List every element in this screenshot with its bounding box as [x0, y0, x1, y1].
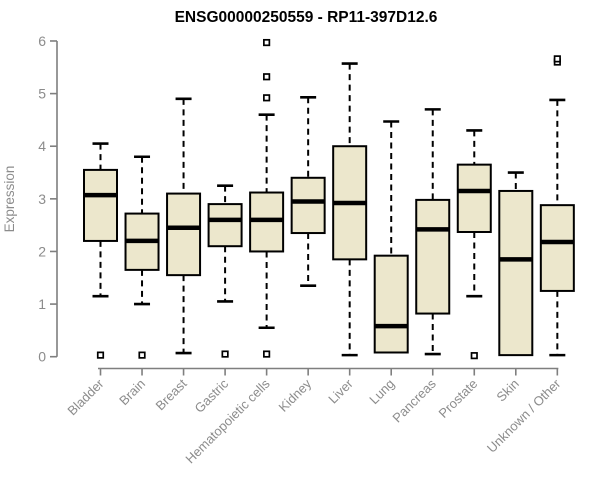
x-category-label-breast: Breast	[153, 376, 190, 413]
box-kidney	[290, 176, 326, 235]
outlier-point-unknown-other	[553, 55, 561, 63]
box-gastric	[207, 203, 243, 248]
outlier-point-prostate	[470, 352, 478, 360]
x-category-label-gastric: Gastric	[191, 376, 231, 416]
chart-title: ENSG00000250559 - RP11-397D12.6	[175, 9, 438, 26]
outlier-point-gastric	[221, 350, 229, 358]
y-tick-label: 4	[38, 138, 46, 154]
y-axis-label: Expression	[2, 166, 17, 233]
outlier-point-hematopoietic-cells	[263, 38, 271, 47]
y-tick-label: 5	[38, 86, 46, 102]
outlier-point-hematopoietic-cells	[263, 73, 271, 81]
box-unknown-other	[539, 204, 575, 292]
x-category-label-liver: Liver	[325, 376, 356, 407]
x-category-label-bladder: Bladder	[64, 376, 107, 419]
box-pancreas	[415, 198, 451, 315]
box-breast	[166, 192, 202, 277]
x-category-label-lung: Lung	[366, 376, 397, 407]
y-tick-label: 1	[38, 296, 46, 312]
box-lung	[373, 254, 409, 354]
x-category-label-unknown-other: Unknown / Other	[484, 376, 564, 456]
x-category-label-pancreas: Pancreas	[389, 376, 439, 426]
x-category-label-kidney: Kidney	[276, 376, 315, 415]
outlier-point-hematopoietic-cells	[263, 94, 271, 102]
box-skin	[498, 189, 534, 357]
y-tick-label: 3	[38, 191, 46, 207]
box-bladder	[83, 168, 118, 242]
x-category-label-prostate: Prostate	[436, 376, 481, 421]
y-tick-label: 2	[38, 243, 46, 259]
y-tick-label: 6	[38, 33, 46, 49]
outlier-point-hematopoietic-cells	[263, 350, 271, 358]
y-tick-label: 0	[38, 349, 46, 365]
x-category-label-brain: Brain	[116, 376, 148, 408]
x-category-label-skin: Skin	[493, 376, 521, 404]
box-prostate	[456, 163, 492, 233]
outlier-point-bladder	[96, 351, 105, 359]
outlier-point-brain	[138, 351, 146, 359]
